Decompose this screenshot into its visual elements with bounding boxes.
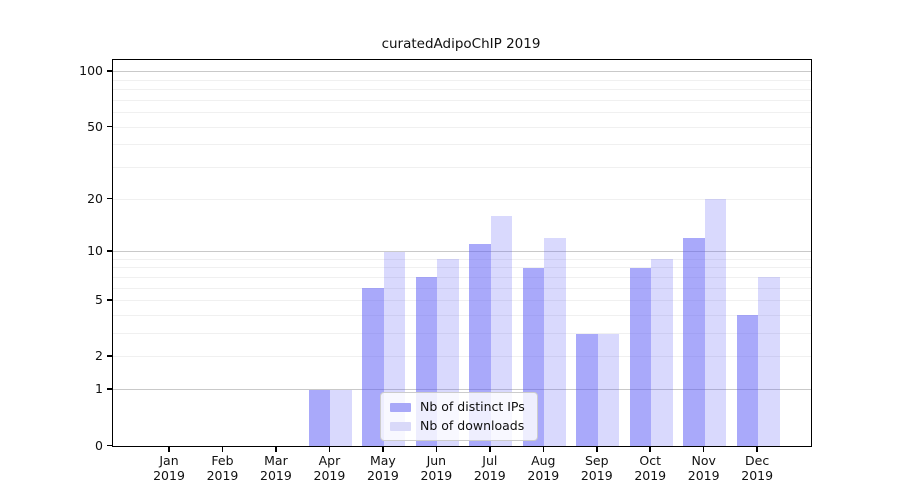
y-tick-label-5: 5 — [95, 292, 103, 308]
gridline-30 — [113, 167, 811, 168]
gridline-1 — [113, 389, 811, 391]
bar-downloads-aug — [544, 237, 566, 446]
gridline-80 — [113, 89, 811, 91]
x-tick-mark-jan — [168, 446, 170, 452]
x-tick-mark-jul — [489, 446, 491, 452]
x-tick-label-dec: Dec 2019 — [741, 453, 774, 483]
x-tick-mark-oct — [649, 446, 651, 452]
legend-label-distinct-ips: Nb of distinct IPs — [420, 399, 525, 414]
bar-downloads-sep — [597, 333, 620, 446]
gridline-70 — [113, 99, 811, 101]
gridline-60 — [113, 112, 811, 114]
plot-area — [112, 59, 812, 447]
x-tick-label-jul: Jul 2019 — [473, 453, 506, 483]
y-tick-mark-50 — [107, 125, 112, 128]
gridline-90 — [113, 79, 811, 81]
bar-distinct-ips-sep — [576, 333, 598, 446]
x-tick-label-feb: Feb 2019 — [206, 453, 239, 483]
y-tick-label-2: 2 — [95, 348, 103, 364]
x-tick-mark-may — [382, 446, 384, 452]
bar-downloads-nov — [704, 199, 727, 446]
gridline-3 — [113, 333, 811, 335]
bar-downloads-jul — [490, 216, 513, 446]
y-tick-mark-20 — [107, 197, 112, 200]
y-tick-label-0: 0 — [95, 437, 103, 453]
y-tick-mark-5 — [107, 299, 112, 301]
gridline-7 — [113, 276, 811, 278]
gridline-6 — [113, 287, 811, 289]
gridline-40 — [113, 144, 811, 146]
x-tick-label-nov: Nov 2019 — [687, 453, 720, 483]
y-tick-mark-10 — [107, 250, 112, 252]
y-tick-label-1: 1 — [95, 381, 103, 397]
legend-label-downloads: Nb of downloads — [420, 418, 525, 433]
bar-distinct-ips-nov — [683, 237, 705, 446]
y-tick-label-100: 100 — [79, 63, 103, 79]
bar-downloads-oct — [651, 259, 673, 446]
gridline-4 — [113, 314, 811, 316]
y-tick-label-50: 50 — [87, 118, 103, 134]
x-tick-mark-nov — [702, 446, 705, 452]
x-tick-label-jan: Jan 2019 — [153, 453, 185, 483]
x-tick-label-oct: Oct 2019 — [634, 453, 667, 483]
y-tick-label-10: 10 — [87, 243, 103, 259]
x-tick-mark-apr — [328, 446, 331, 452]
x-tick-mark-sep — [596, 446, 598, 452]
x-tick-mark-jun — [435, 446, 438, 452]
x-tick-mark-dec — [756, 446, 758, 452]
legend-entry-distinct-ips: Nb of distinct IPs — [390, 399, 525, 415]
bar-downloads-dec — [758, 277, 780, 446]
y-tick-mark-0 — [107, 444, 112, 446]
x-tick-label-aug: Aug 2019 — [527, 453, 560, 483]
y-tick-mark-2 — [107, 355, 112, 357]
bar-distinct-ips-apr — [308, 389, 331, 446]
gridline-9 — [113, 258, 811, 260]
x-tick-label-sep: Sep 2019 — [580, 453, 613, 483]
y-tick-mark-100 — [107, 70, 112, 72]
y-tick-mark-1 — [107, 388, 112, 390]
bar-distinct-ips-oct — [629, 267, 652, 446]
y-tick-label-20: 20 — [87, 190, 103, 206]
bar-downloads-apr — [330, 389, 352, 446]
x-tick-mark-mar — [275, 446, 277, 452]
x-tick-label-may: May 2019 — [366, 453, 399, 483]
gridline-50 — [113, 126, 811, 128]
x-tick-label-apr: Apr 2019 — [313, 453, 346, 483]
bar-distinct-ips-may — [362, 288, 384, 446]
x-tick-mark-aug — [542, 446, 545, 452]
gridline-100 — [113, 71, 811, 73]
x-tick-label-mar: Mar 2019 — [260, 453, 292, 483]
legend: Nb of distinct IPs Nb of downloads — [380, 392, 538, 441]
bar-distinct-ips-dec — [736, 315, 759, 446]
gridline-8 — [113, 267, 811, 269]
legend-swatch-downloads — [390, 421, 411, 431]
gridline-5 — [113, 300, 811, 302]
gridline-2 — [113, 356, 811, 358]
x-tick-label-jun: Jun 2019 — [420, 453, 453, 483]
x-tick-mark-feb — [221, 446, 224, 452]
gridline-10 — [113, 251, 811, 253]
legend-swatch-distinct-ips — [390, 402, 411, 412]
legend-entry-downloads: Nb of downloads — [390, 418, 525, 434]
gridline-20 — [113, 198, 811, 200]
chart-title: curatedAdipoChIP 2019 — [381, 36, 541, 52]
